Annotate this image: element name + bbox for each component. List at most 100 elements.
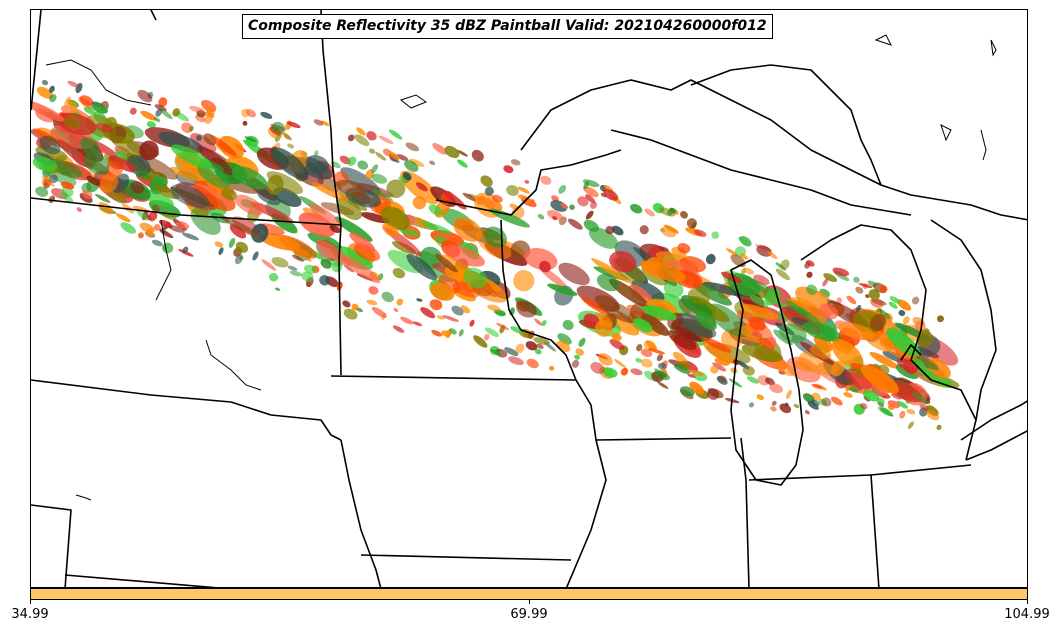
paint-blob [148,211,158,222]
paint-blob [590,361,605,374]
paint-blob [139,140,159,161]
ontario-lake-4 [980,129,987,161]
paint-blob [639,225,649,235]
paint-blob [836,297,843,303]
paint-blob [680,210,688,219]
paint-blob [137,232,144,239]
paint-blob [170,144,213,169]
paint-blob [585,210,594,220]
paint-blob [689,381,705,395]
paint-blob [260,111,273,119]
paint-blob [251,223,269,243]
paint-blob [220,215,262,239]
paint-blob [712,362,727,372]
lake-superior-shore [520,79,882,186]
paint-blob [867,280,877,287]
paint-blob [371,306,387,318]
paint-blob [569,204,575,210]
paint-blob [178,249,194,257]
paint-blob [343,264,355,273]
paint-blob [218,247,224,255]
paint-blob [705,253,716,265]
paint-blob [396,154,409,161]
paint-blob [392,267,406,279]
paint-blob [937,316,945,321]
paint-blob [218,135,245,159]
paint-blob [172,108,181,117]
paint-blob [175,221,190,230]
paint-blob [56,139,94,170]
paint-blob [583,219,600,232]
paint-blob [869,313,887,331]
boundary-missouri-river [340,439,382,587]
paint-blob [806,271,813,278]
paint-blob [845,368,873,390]
paint-blob [356,127,366,136]
paint-blob [679,386,695,397]
boundary-mi-ontario [880,184,1027,221]
paint-blob [916,330,934,348]
paint-blob [430,282,455,301]
boundary-ks-ne [31,504,72,587]
paint-blob [585,194,596,203]
paint-blob [428,204,443,216]
paint-blob [791,360,813,372]
boundary-mn-ia [330,375,577,381]
paint-blob [129,107,137,115]
paint-blob [891,393,902,400]
paint-blob [758,337,775,351]
paint-blob [548,365,555,371]
paint-blob [707,388,720,400]
paint-blob [368,148,376,154]
paint-blob [239,255,244,260]
paint-blob [843,392,853,398]
paint-blob [158,131,204,154]
paint-blob [907,421,914,429]
boundary-oh-mi [870,464,972,476]
paint-blob [462,192,476,202]
paint-blob [879,285,888,293]
paint-blob [266,174,284,195]
paint-blob [642,305,677,321]
paint-blob [271,256,289,268]
paint-blob [711,231,720,240]
paint-blob [188,125,194,132]
paint-blob [168,225,185,233]
paint-blob [914,365,953,387]
paint-blob [746,376,759,384]
boundary-nd-mn [31,10,42,111]
boundary-wi-il [595,437,732,441]
paint-blob [506,185,519,196]
paint-blob [630,203,643,214]
paint-blob [109,155,136,173]
boundary-ks [64,574,217,587]
paint-blob [80,137,100,156]
paint-blob [252,251,259,261]
paint-blob [609,250,637,273]
paint-blob [491,194,503,203]
map-title: Composite Reflectivity 35 dBZ Paintball … [242,14,773,39]
paint-blob [558,184,567,194]
paint-blob [648,348,666,355]
paint-blob [611,225,624,236]
boundary-nd-sd [31,197,342,226]
paint-blob [832,267,850,277]
missouri-sd [205,339,262,391]
paint-blob [739,253,749,260]
paint-blob [453,217,483,242]
paint-blob [275,287,281,291]
paint-blob [748,402,755,408]
paint-blob [605,225,615,235]
paint-blob [672,351,688,365]
paint-blob [76,207,82,213]
paint-blob [740,325,754,337]
paint-blob [898,309,906,317]
paint-blob [598,353,613,366]
paint-blob [775,361,795,377]
paint-blob [764,288,782,306]
paint-blob [382,223,400,238]
paint-blob [540,175,552,185]
boundary-mississippi [565,379,607,587]
paint-blob [273,187,302,208]
paint-blob [41,79,49,86]
